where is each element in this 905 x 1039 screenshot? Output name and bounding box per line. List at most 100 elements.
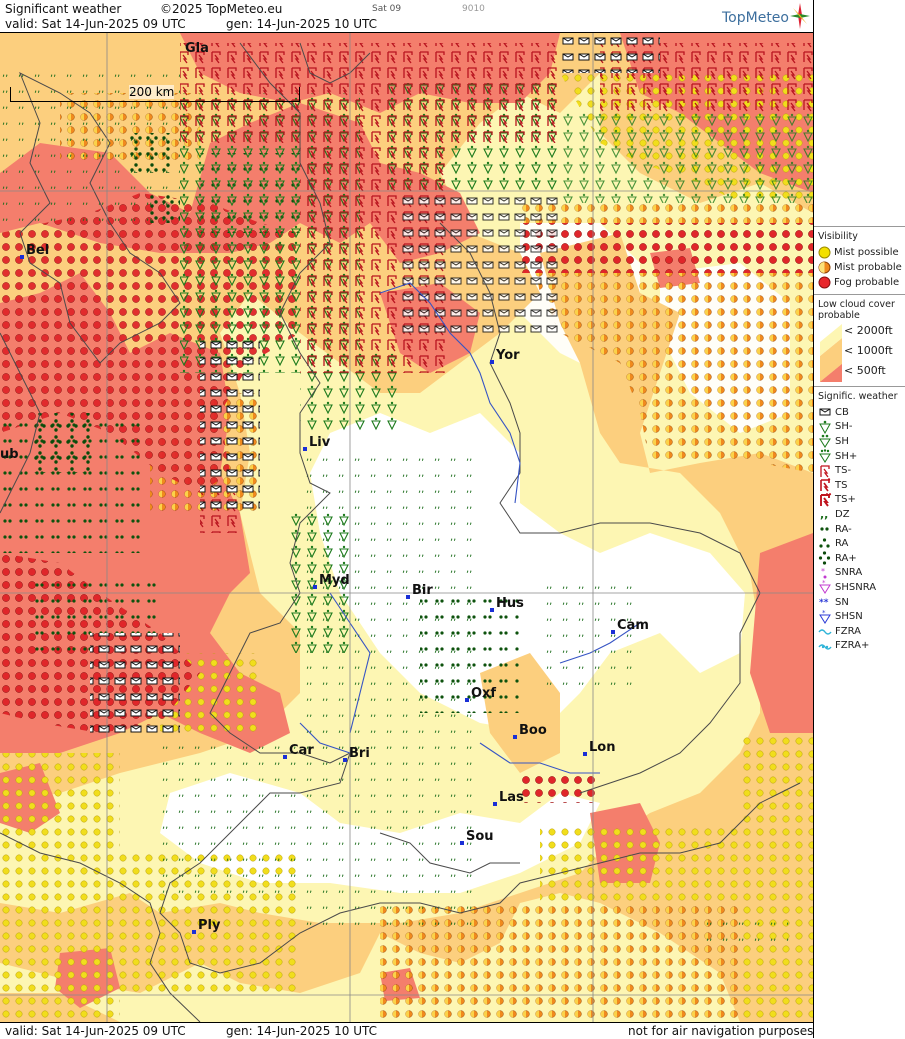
footer-generated-time: gen: 14-Jun-2025 10 UTC xyxy=(226,1024,378,1038)
legend-label: SNRA xyxy=(835,567,863,579)
city-label: Las xyxy=(499,790,524,805)
city-marker xyxy=(20,255,24,259)
footer-bar: valid: Sat 14-Jun-2025 09 UTC gen: 14-Ju… xyxy=(0,1022,813,1039)
legend-label: SHSN xyxy=(835,611,863,623)
legend-item-sn: ** SN xyxy=(818,595,902,610)
legend-item-shsn: * SHSN xyxy=(818,609,902,624)
city-marker xyxy=(490,608,494,612)
rivers xyxy=(299,282,641,774)
cb-symbols xyxy=(90,33,660,733)
legend-item-mist-possible: Mist possible xyxy=(818,245,902,260)
graticule xyxy=(0,33,813,1022)
legend-label: RA- xyxy=(835,523,852,535)
rain-heavy-icon xyxy=(818,551,831,565)
legend-item-sh-: SH- xyxy=(818,420,902,435)
map-canvas: ,, xyxy=(0,33,813,1022)
forecast-step: Sat 09 xyxy=(372,4,402,14)
legend-label: SH- xyxy=(835,421,853,433)
legend-label: FZRA+ xyxy=(835,640,870,652)
mist-possible-icon xyxy=(818,246,831,259)
city-label: Cam xyxy=(617,618,649,633)
copyright-text: ©2025 TopMeteo.eu xyxy=(160,2,283,16)
snow-shower-icon: * xyxy=(819,610,831,624)
fog-probable-icon xyxy=(818,276,831,289)
city-label: Boo xyxy=(519,723,547,738)
chart-title: Significant weather xyxy=(5,2,122,16)
shower-heavy-icon xyxy=(819,449,831,464)
city-label: Sou xyxy=(466,829,494,844)
low-cloud-swatch-stack: < 2000ft < 1000ft < 500ft xyxy=(818,324,902,382)
shower-light-icon xyxy=(819,420,831,434)
svg-text:,,: ,, xyxy=(820,508,828,521)
legend-label: SHSNRA xyxy=(835,581,877,593)
freezing-rain-heavy-icon xyxy=(818,644,832,650)
legend-item-snra: * SNRA xyxy=(818,566,902,581)
city-label: Bel xyxy=(26,243,50,258)
legend-item-ts: TS xyxy=(818,478,902,493)
panel-divider xyxy=(813,0,814,1038)
city-label: Car xyxy=(289,743,314,758)
mist-probable-icon xyxy=(818,261,831,274)
legend-item-fog-probable: Fog probable xyxy=(818,275,902,290)
city-marker xyxy=(465,698,469,702)
legend-panel: Visibility Mist possible Mist probable F… xyxy=(814,226,905,657)
legend-label: CB xyxy=(835,406,849,418)
legend-visibility: Visibility Mist possible Mist probable F… xyxy=(814,226,905,294)
legend-label: < 1000ft xyxy=(844,344,893,357)
shower-icon xyxy=(819,435,831,449)
legend-item-ra-: RA+ xyxy=(818,551,902,566)
svg-text:*: * xyxy=(822,610,826,617)
compass-logo-icon xyxy=(790,3,810,29)
generated-time: gen: 14-Jun-2025 10 UTC xyxy=(226,17,378,31)
city-marker xyxy=(406,595,410,599)
legend-label: SH+ xyxy=(835,450,858,462)
header-bar: Significant weather ©2025 TopMeteo.eu Sa… xyxy=(0,0,813,33)
city-label: Oxf xyxy=(471,686,497,701)
city-label: Liv xyxy=(309,435,331,450)
drizzle-icon: ,, xyxy=(820,508,828,521)
heavy-rain-symbols xyxy=(30,133,180,473)
legend-item-sh-: SH+ xyxy=(818,449,902,464)
legend-item-dz: ,, DZ xyxy=(818,507,902,522)
legend-weather: Signific. weather CB SH- SH SH+ TS- TS TS+,, DZ… xyxy=(814,386,905,657)
valid-time: valid: Sat 14-Jun-2025 09 UTC xyxy=(5,17,186,31)
legend-item-fzra: FZRA xyxy=(818,624,902,639)
sleet-shower-icon: * xyxy=(819,580,831,595)
svg-text:**: ** xyxy=(819,598,829,608)
city-marker xyxy=(192,930,196,934)
snow-icon: ** xyxy=(819,598,829,608)
coastlines xyxy=(0,42,801,1022)
sleet-icon: * xyxy=(821,567,827,579)
scale-bar: 200 km xyxy=(10,85,300,102)
legend-low-cloud-title: Low cloud cover probable xyxy=(818,299,895,321)
city-marker xyxy=(313,585,317,589)
city-marker xyxy=(283,755,287,759)
city-label: Bir xyxy=(412,583,433,598)
product-code: 9010 xyxy=(462,4,485,14)
city-label: Ply xyxy=(198,918,221,933)
rain-icon xyxy=(819,538,830,548)
city-label: ub xyxy=(0,447,19,462)
svg-text:*: * xyxy=(821,567,825,576)
legend-label: RA xyxy=(835,538,849,550)
rain-light-icon xyxy=(820,527,829,531)
legend-label: Fog probable xyxy=(834,277,900,288)
footer-valid-time: valid: Sat 14-Jun-2025 09 UTC xyxy=(5,1024,186,1038)
legend-item-ts-: TS+ xyxy=(818,492,902,508)
legend-label: TS xyxy=(835,479,848,491)
city-label: Myd xyxy=(319,573,350,588)
legend-low-cloud: Low cloud cover probable < 2000ft < 1000… xyxy=(814,294,905,386)
city-marker xyxy=(611,630,615,634)
thunderstorm-icon xyxy=(820,478,831,492)
city-marker xyxy=(460,841,464,845)
legend-label: Mist possible xyxy=(834,247,899,258)
legend-item-fzra-: FZRA+ xyxy=(818,639,902,654)
low-cloud-swatch-icon xyxy=(820,324,842,382)
legend-item-shsnra: * SHSNRA xyxy=(818,580,902,595)
city-marker xyxy=(343,758,347,762)
weather-map: ,, xyxy=(0,33,813,1022)
city-label: Lon xyxy=(589,740,616,755)
city-label: Bri xyxy=(349,746,370,761)
legend-visibility-title: Visibility xyxy=(818,231,858,242)
city-marker xyxy=(490,360,494,364)
